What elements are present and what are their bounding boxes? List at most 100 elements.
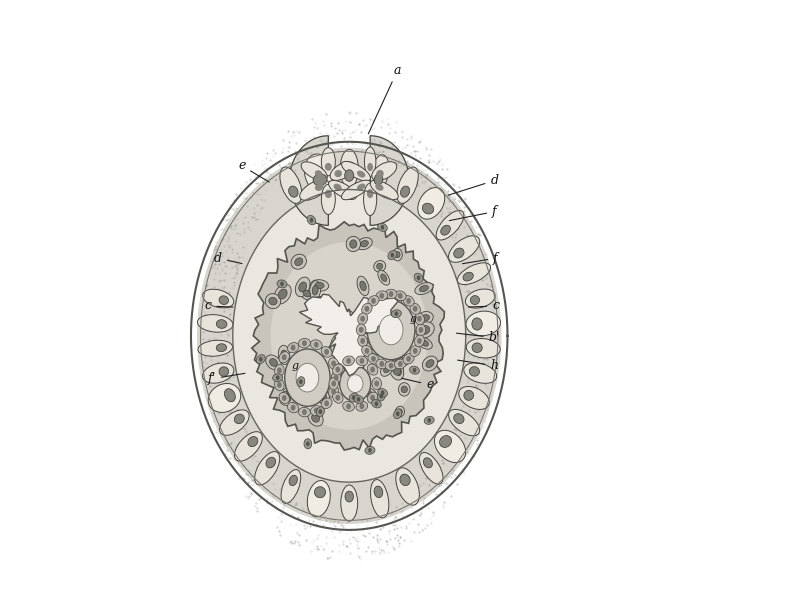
Ellipse shape [331, 371, 341, 383]
Ellipse shape [371, 298, 376, 304]
Ellipse shape [403, 296, 414, 306]
Ellipse shape [294, 258, 303, 266]
Ellipse shape [287, 403, 298, 413]
Ellipse shape [310, 340, 322, 350]
Ellipse shape [281, 470, 301, 503]
Ellipse shape [406, 356, 411, 362]
Ellipse shape [342, 356, 354, 366]
Ellipse shape [458, 386, 490, 409]
Ellipse shape [290, 344, 295, 350]
Ellipse shape [312, 286, 318, 295]
Ellipse shape [441, 225, 450, 235]
Ellipse shape [386, 298, 397, 306]
Ellipse shape [299, 287, 314, 300]
Ellipse shape [347, 374, 363, 392]
Ellipse shape [340, 149, 358, 188]
Ellipse shape [398, 383, 410, 396]
Ellipse shape [325, 190, 332, 198]
Ellipse shape [390, 253, 394, 257]
Ellipse shape [361, 241, 368, 247]
Ellipse shape [315, 170, 322, 178]
Ellipse shape [381, 294, 402, 310]
Ellipse shape [303, 290, 310, 297]
Ellipse shape [367, 163, 373, 171]
Ellipse shape [318, 390, 330, 404]
Ellipse shape [378, 270, 390, 285]
Ellipse shape [360, 338, 365, 344]
Polygon shape [299, 294, 398, 376]
Ellipse shape [279, 392, 290, 404]
Ellipse shape [414, 273, 423, 283]
Ellipse shape [321, 398, 332, 409]
Ellipse shape [372, 162, 397, 181]
Ellipse shape [410, 366, 419, 374]
Ellipse shape [335, 367, 340, 373]
Ellipse shape [367, 364, 378, 375]
Ellipse shape [322, 184, 335, 214]
Ellipse shape [298, 407, 310, 417]
Ellipse shape [398, 409, 402, 415]
Polygon shape [290, 136, 328, 226]
Ellipse shape [295, 386, 306, 397]
Ellipse shape [295, 277, 310, 297]
Ellipse shape [396, 412, 399, 416]
Ellipse shape [286, 388, 294, 394]
Ellipse shape [334, 184, 342, 191]
Ellipse shape [225, 389, 235, 402]
Ellipse shape [426, 359, 434, 368]
Ellipse shape [378, 391, 386, 401]
Ellipse shape [394, 311, 398, 316]
Ellipse shape [410, 346, 421, 356]
Ellipse shape [307, 481, 330, 517]
Ellipse shape [357, 397, 360, 402]
Ellipse shape [335, 395, 340, 401]
Ellipse shape [350, 240, 357, 248]
Ellipse shape [357, 184, 366, 191]
Ellipse shape [277, 382, 282, 388]
Ellipse shape [472, 343, 482, 352]
Ellipse shape [427, 418, 431, 423]
Ellipse shape [381, 335, 390, 341]
Ellipse shape [470, 367, 479, 376]
Ellipse shape [413, 368, 416, 373]
Ellipse shape [324, 349, 329, 355]
Ellipse shape [394, 409, 402, 419]
Ellipse shape [376, 170, 384, 178]
Polygon shape [252, 222, 444, 450]
Ellipse shape [414, 313, 424, 325]
Ellipse shape [391, 310, 402, 317]
Ellipse shape [390, 353, 409, 366]
Ellipse shape [370, 181, 398, 200]
Ellipse shape [310, 374, 326, 388]
Ellipse shape [367, 300, 415, 360]
Ellipse shape [333, 392, 343, 403]
Text: c: c [469, 299, 499, 313]
Ellipse shape [397, 167, 418, 203]
Ellipse shape [340, 365, 370, 401]
Ellipse shape [458, 263, 490, 284]
Text: h: h [458, 359, 498, 372]
Ellipse shape [417, 337, 432, 349]
Ellipse shape [297, 377, 305, 387]
Ellipse shape [362, 303, 372, 314]
Ellipse shape [298, 389, 304, 394]
Ellipse shape [346, 403, 351, 409]
Ellipse shape [340, 359, 357, 375]
Ellipse shape [338, 351, 354, 370]
Ellipse shape [410, 303, 421, 314]
Ellipse shape [302, 409, 307, 415]
Ellipse shape [396, 468, 419, 505]
Ellipse shape [385, 361, 397, 370]
Text: f: f [450, 205, 497, 221]
Ellipse shape [417, 316, 422, 322]
Ellipse shape [365, 446, 375, 454]
Ellipse shape [331, 380, 336, 386]
Ellipse shape [321, 394, 326, 401]
Ellipse shape [417, 275, 420, 280]
Ellipse shape [418, 188, 445, 219]
Ellipse shape [278, 289, 287, 299]
Ellipse shape [400, 474, 410, 485]
Ellipse shape [234, 414, 244, 424]
Ellipse shape [406, 298, 411, 304]
Ellipse shape [330, 335, 345, 355]
